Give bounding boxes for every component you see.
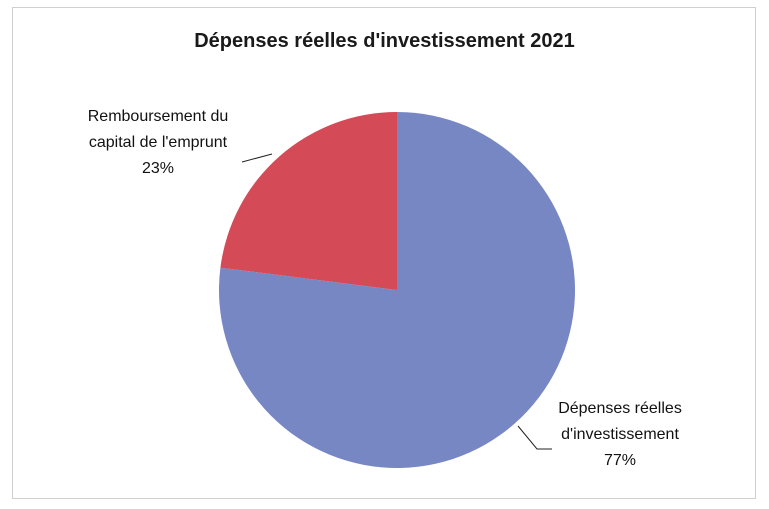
slice-label-line-1: Dépenses réelles: [558, 400, 682, 417]
slice-label-line-2: capital de l'emprunt: [88, 134, 228, 151]
pie-slice-remboursement: [220, 112, 397, 290]
leader-line-depenses: [517, 425, 552, 450]
chart-title: Dépenses réelles d'investissement 2021: [194, 30, 575, 52]
slice-percent: 23%: [141, 160, 175, 177]
slice-percent: 77%: [603, 452, 637, 469]
slice-label-depenses: Dépenses réelles d'investissement 77%: [520, 396, 720, 474]
slice-label-remboursement: Remboursement du capital de l'emprunt 23…: [48, 104, 268, 182]
leader-line-remboursement: [241, 153, 273, 163]
slice-label-line-1: Remboursement du: [87, 108, 229, 125]
slice-label-line-2: d'investissement: [561, 426, 679, 443]
